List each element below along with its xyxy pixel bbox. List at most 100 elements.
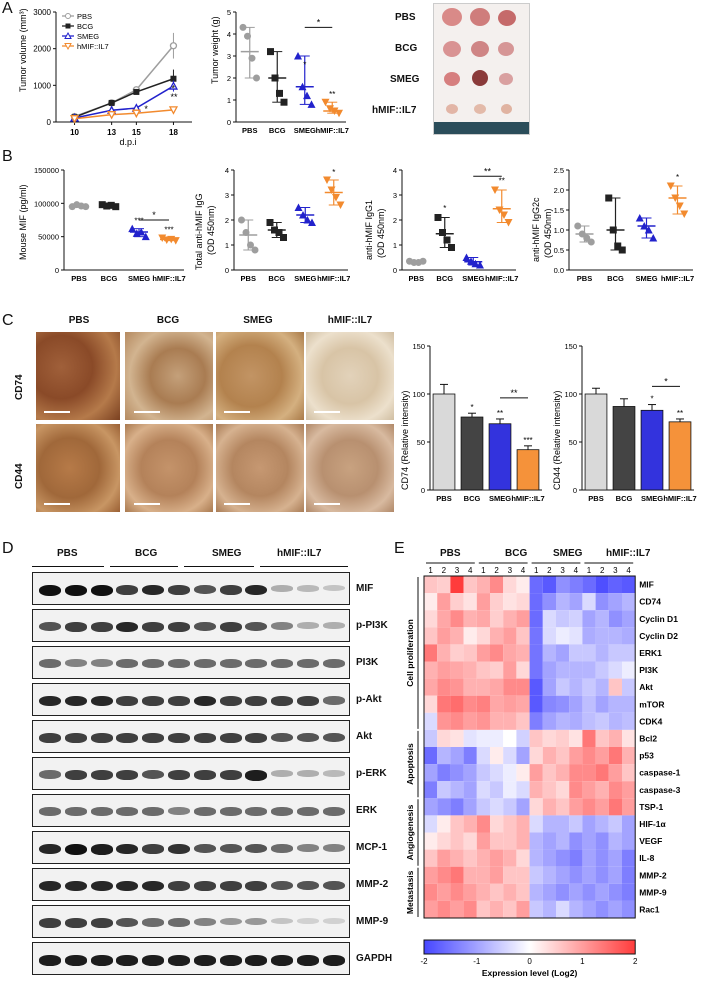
heatmap-cell bbox=[463, 695, 477, 713]
blot-band bbox=[64, 955, 87, 966]
blot-band bbox=[297, 622, 319, 629]
panel-letter-a: A bbox=[2, 0, 13, 17]
y-tick-label: 0 bbox=[573, 486, 577, 495]
data-point bbox=[605, 194, 613, 202]
heatmap-cell bbox=[608, 678, 622, 696]
x-tick-label: hMIF::IL7 bbox=[511, 494, 544, 503]
photo-label-pbs: PBS bbox=[395, 12, 416, 23]
heatmap-cell bbox=[608, 593, 622, 611]
cd74-bar-chart: CD74 (Relative intensity) 0 50 100 150 PBS BC… bbox=[400, 342, 545, 503]
data-point bbox=[671, 194, 680, 202]
heatmap-cell bbox=[622, 678, 636, 696]
blot-band bbox=[168, 585, 190, 595]
data-point bbox=[108, 99, 115, 106]
ihc-col-hmif: hMIF::IL7 bbox=[327, 315, 373, 326]
legend-label: PBS bbox=[77, 12, 92, 21]
heatmap-cell bbox=[529, 695, 543, 713]
heatmap-cell bbox=[503, 866, 517, 884]
x-tick-label: hMIF::IL7 bbox=[316, 126, 349, 135]
heatmap-cell bbox=[437, 627, 451, 645]
data-point bbox=[327, 186, 336, 194]
blot-band bbox=[142, 881, 165, 892]
sig-marker: * bbox=[317, 17, 321, 27]
blot-band bbox=[116, 696, 139, 706]
y-tick-label: 1 bbox=[225, 241, 229, 250]
igg2c-ylabel-unit: (OD 450nm) bbox=[543, 208, 553, 258]
heatmap-cell bbox=[476, 849, 490, 867]
heatmap-cell bbox=[529, 747, 543, 765]
heatmap-cell bbox=[569, 764, 583, 782]
heatmap-cell bbox=[503, 712, 517, 730]
heatmap-cell bbox=[608, 866, 622, 884]
heatmap-cell bbox=[490, 866, 504, 884]
data-point bbox=[326, 105, 334, 113]
heatmap-cell bbox=[569, 729, 583, 747]
heatmap-cell bbox=[424, 576, 438, 594]
heatmap-cell bbox=[463, 781, 477, 799]
sig-marker: * bbox=[650, 395, 653, 404]
heatmap-cell bbox=[450, 798, 464, 816]
legend-marker bbox=[65, 23, 71, 29]
blot-band bbox=[64, 733, 87, 743]
data-point bbox=[82, 203, 90, 211]
y-tick-label: 100000 bbox=[34, 199, 59, 208]
blot-band bbox=[193, 659, 216, 668]
gene-label: MMP-9 bbox=[639, 887, 667, 897]
heatmap-cell bbox=[542, 729, 556, 747]
tumor-photo bbox=[433, 3, 530, 135]
heatmap-cell bbox=[424, 866, 438, 884]
heatmap-cell bbox=[529, 729, 543, 747]
scale-bar bbox=[44, 411, 70, 413]
blot-band bbox=[90, 659, 113, 667]
data-point bbox=[107, 111, 117, 120]
bar bbox=[488, 423, 512, 491]
data-point bbox=[242, 229, 250, 236]
gene-label: PI3K bbox=[639, 665, 659, 675]
heatmap-cell bbox=[582, 832, 596, 850]
sig-marker: *** bbox=[523, 436, 532, 445]
heatmap-cell bbox=[542, 832, 556, 850]
sig-marker: *** bbox=[134, 216, 143, 225]
heatmap-cell bbox=[516, 712, 530, 730]
scale-bar bbox=[314, 503, 340, 505]
heatmap-cell bbox=[595, 866, 609, 884]
bar bbox=[516, 449, 540, 491]
blot-band bbox=[90, 585, 113, 596]
colorbar-label: Expression level (Log2) bbox=[482, 968, 578, 978]
sig-marker: *** bbox=[164, 226, 173, 235]
heatmap-cell bbox=[608, 815, 622, 833]
data-point bbox=[251, 246, 259, 254]
heatmap-cell bbox=[529, 815, 543, 833]
heatmap-cell bbox=[516, 576, 530, 594]
heatmap-cell bbox=[476, 729, 490, 747]
colorbar-tick: -1 bbox=[473, 957, 481, 966]
data-point bbox=[307, 100, 316, 108]
heatmap-cell bbox=[437, 610, 451, 628]
blot-band bbox=[39, 585, 61, 596]
data-point bbox=[675, 202, 684, 210]
y-tick-label: 2 bbox=[227, 74, 231, 83]
heatmap-cell bbox=[476, 610, 490, 628]
bar bbox=[432, 393, 456, 491]
sig-marker: * bbox=[152, 210, 156, 220]
heatmap-cell bbox=[556, 712, 570, 730]
x-tick-label: SMEG bbox=[294, 126, 316, 135]
data-point bbox=[336, 201, 345, 209]
cd44-ylabel: CD44 (Relative intensity) bbox=[552, 390, 562, 490]
data-point bbox=[614, 242, 622, 250]
heatmap-cell bbox=[582, 610, 596, 628]
heatmap-cell bbox=[437, 695, 451, 713]
blot-band bbox=[116, 918, 139, 928]
blot-group-bcg: BCG bbox=[135, 548, 158, 559]
replicate-label: 3 bbox=[455, 566, 460, 575]
data-point bbox=[112, 203, 120, 211]
x-tick-label: 15 bbox=[132, 128, 141, 137]
heatmap-cell bbox=[424, 695, 438, 713]
blot-band bbox=[245, 844, 268, 854]
blot-band bbox=[116, 881, 139, 892]
ihc-cd74-bcg bbox=[125, 332, 213, 420]
y-tick-label: 1.0 bbox=[554, 226, 564, 235]
ihc-cd44-pbs bbox=[36, 424, 120, 512]
data-point bbox=[504, 219, 513, 227]
x-tick-label: SMEG bbox=[641, 494, 663, 503]
